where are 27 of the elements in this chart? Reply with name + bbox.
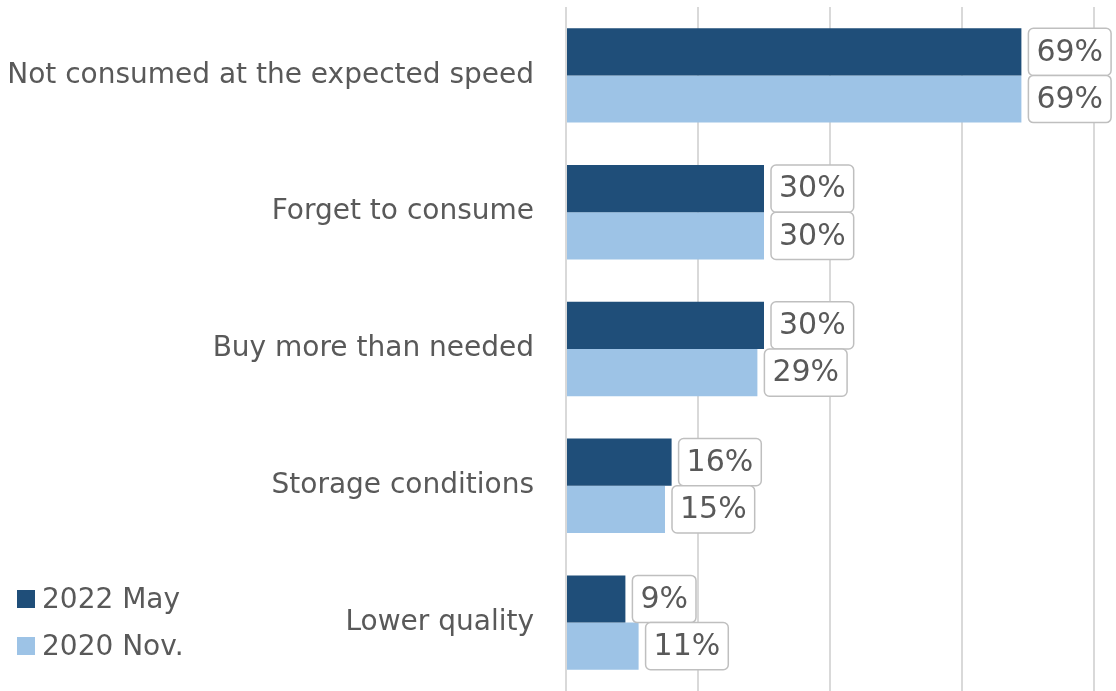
data-label: 15% [680, 490, 747, 526]
bar [567, 28, 1022, 76]
legend-label: 2022 May [42, 582, 181, 615]
data-label: 30% [779, 306, 846, 342]
data-label: 30% [779, 216, 846, 252]
bar [567, 622, 639, 670]
y-tick-label: Storage conditions [271, 467, 534, 501]
y-tick-label: Not consumed at the expected speed [7, 56, 534, 90]
data-label: 16% [686, 443, 754, 478]
y-tick-label: Forget to consume [271, 193, 534, 227]
bar [567, 75, 1022, 123]
data-label: 11% [653, 626, 721, 662]
legend-label: 2020 Nov. [42, 629, 184, 662]
data-label: 30% [779, 169, 846, 205]
data-label: 69% [1036, 79, 1104, 115]
bar [567, 438, 672, 486]
data-label: 29% [772, 353, 840, 389]
bar [567, 212, 764, 260]
bar [567, 485, 665, 533]
y-tick-label: Lower quality [345, 603, 534, 637]
data-label: 69% [1036, 32, 1104, 68]
bar [567, 349, 758, 397]
y-tick-label: Buy more than needed [212, 330, 534, 364]
bar [567, 301, 764, 349]
data-label: 9% [640, 579, 688, 615]
bar [567, 575, 626, 623]
bar [567, 165, 764, 213]
